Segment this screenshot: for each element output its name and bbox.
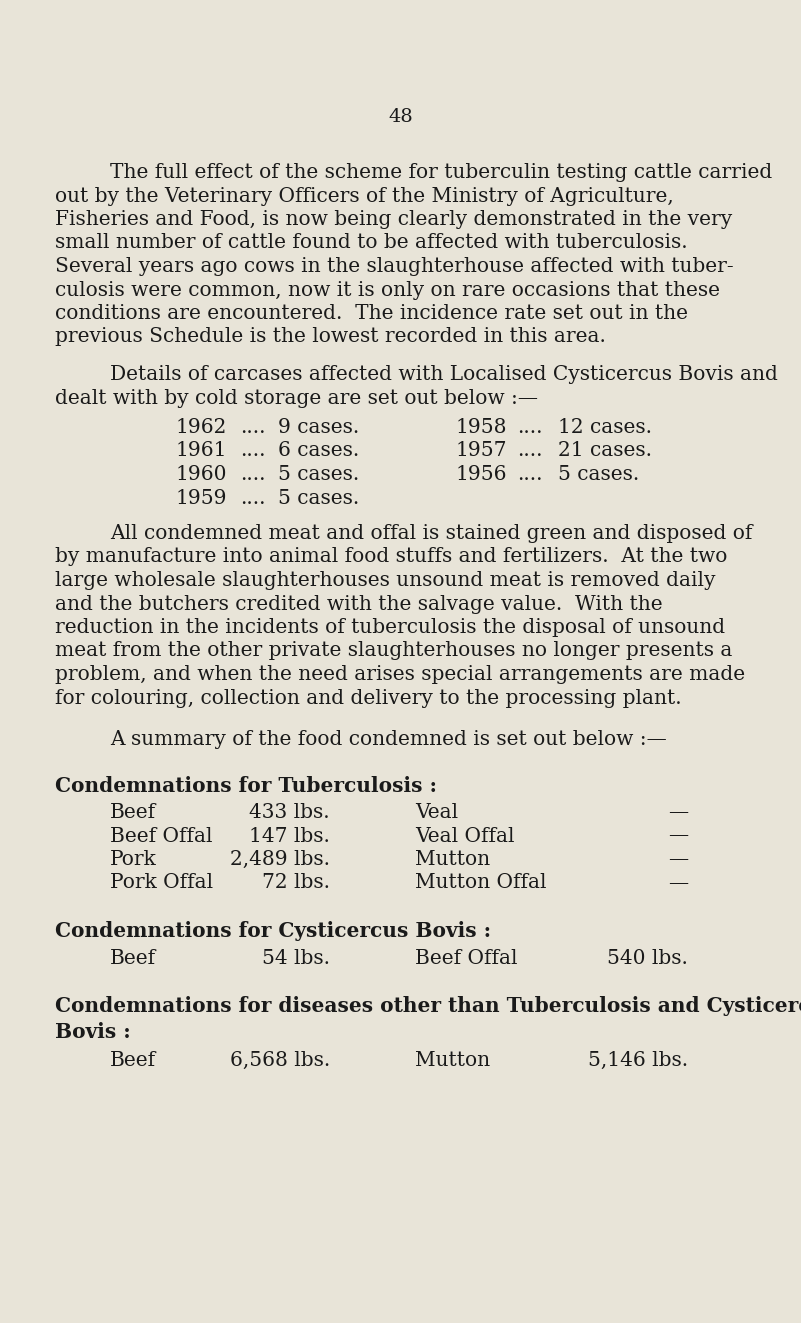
Text: Veal Offal: Veal Offal <box>415 827 514 845</box>
Text: dealt with by cold storage are set out below :—: dealt with by cold storage are set out b… <box>55 389 538 407</box>
Text: 1956: 1956 <box>455 464 506 484</box>
Text: Fisheries and Food, is now being clearly demonstrated in the very: Fisheries and Food, is now being clearly… <box>55 210 732 229</box>
Text: Beef: Beef <box>110 949 156 967</box>
Text: ....: .... <box>240 488 265 508</box>
Text: ....: .... <box>517 418 542 437</box>
Text: Mutton: Mutton <box>415 1050 490 1070</box>
Text: Condemnations for Cysticercus Bovis :: Condemnations for Cysticercus Bovis : <box>55 921 491 941</box>
Text: Beef: Beef <box>110 1050 156 1070</box>
Text: 433 lbs.: 433 lbs. <box>249 803 330 822</box>
Text: Pork: Pork <box>110 849 157 869</box>
Text: 1958: 1958 <box>455 418 506 437</box>
Text: Several years ago cows in the slaughterhouse affected with tuber-: Several years ago cows in the slaughterh… <box>55 257 734 277</box>
Text: problem, and when the need arises special arrangements are made: problem, and when the need arises specia… <box>55 665 745 684</box>
Text: ....: .... <box>517 464 542 484</box>
Text: for colouring, collection and delivery to the processing plant.: for colouring, collection and delivery t… <box>55 688 682 708</box>
Text: Bovis :: Bovis : <box>55 1021 131 1041</box>
Text: —: — <box>668 849 688 869</box>
Text: large wholesale slaughterhouses unsound meat is removed daily: large wholesale slaughterhouses unsound … <box>55 572 715 590</box>
Text: small number of cattle found to be affected with tuberculosis.: small number of cattle found to be affec… <box>55 233 687 253</box>
Text: Beef: Beef <box>110 803 156 822</box>
Text: Veal: Veal <box>415 803 458 822</box>
Text: —: — <box>668 803 688 822</box>
Text: ....: .... <box>240 442 265 460</box>
Text: culosis were common, now it is only on rare occasions that these: culosis were common, now it is only on r… <box>55 280 720 299</box>
Text: meat from the other private slaughterhouses no longer presents a: meat from the other private slaughterhou… <box>55 642 732 660</box>
Text: 6,568 lbs.: 6,568 lbs. <box>230 1050 330 1070</box>
Text: 1961: 1961 <box>175 442 227 460</box>
Text: 147 lbs.: 147 lbs. <box>249 827 330 845</box>
Text: Condemnations for diseases other than Tuberculosis and Cysticercus: Condemnations for diseases other than Tu… <box>55 996 801 1016</box>
Text: Beef Offal: Beef Offal <box>415 949 517 967</box>
Text: ....: .... <box>240 418 265 437</box>
Text: Mutton Offal: Mutton Offal <box>415 873 546 893</box>
Text: 21 cases.: 21 cases. <box>558 442 652 460</box>
Text: out by the Veterinary Officers of the Ministry of Agriculture,: out by the Veterinary Officers of the Mi… <box>55 187 674 205</box>
Text: 1962: 1962 <box>175 418 227 437</box>
Text: 1957: 1957 <box>455 442 506 460</box>
Text: 5,146 lbs.: 5,146 lbs. <box>588 1050 688 1070</box>
Text: 540 lbs.: 540 lbs. <box>607 949 688 967</box>
Text: 5 cases.: 5 cases. <box>278 488 360 508</box>
Text: conditions are encountered.  The incidence rate set out in the: conditions are encountered. The incidenc… <box>55 304 688 323</box>
Text: 1960: 1960 <box>175 464 227 484</box>
Text: and the butchers credited with the salvage value.  With the: and the butchers credited with the salva… <box>55 594 662 614</box>
Text: ....: .... <box>517 442 542 460</box>
Text: 5 cases.: 5 cases. <box>278 464 360 484</box>
Text: previous Schedule is the lowest recorded in this area.: previous Schedule is the lowest recorded… <box>55 328 606 347</box>
Text: 5 cases.: 5 cases. <box>558 464 639 484</box>
Text: Details of carcases affected with Localised Cysticercus Bovis and: Details of carcases affected with Locali… <box>110 365 778 384</box>
Text: Mutton: Mutton <box>415 849 490 869</box>
Text: All condemned meat and offal is stained green and disposed of: All condemned meat and offal is stained … <box>110 524 752 542</box>
Text: 54 lbs.: 54 lbs. <box>262 949 330 967</box>
Text: ....: .... <box>240 464 265 484</box>
Text: Pork Offal: Pork Offal <box>110 873 213 893</box>
Text: 48: 48 <box>388 108 413 126</box>
Text: Beef Offal: Beef Offal <box>110 827 212 845</box>
Text: The full effect of the scheme for tuberculin testing cattle carried: The full effect of the scheme for tuberc… <box>110 163 772 183</box>
Text: 1959: 1959 <box>175 488 227 508</box>
Text: 72 lbs.: 72 lbs. <box>262 873 330 893</box>
Text: —: — <box>668 827 688 845</box>
Text: by manufacture into animal food stuffs and fertilizers.  At the two: by manufacture into animal food stuffs a… <box>55 548 727 566</box>
Text: reduction in the incidents of tuberculosis the disposal of unsound: reduction in the incidents of tuberculos… <box>55 618 725 636</box>
Text: A summary of the food condemned is set out below :—: A summary of the food condemned is set o… <box>110 730 666 749</box>
Text: —: — <box>668 873 688 893</box>
Text: 6 cases.: 6 cases. <box>278 442 360 460</box>
Text: 12 cases.: 12 cases. <box>558 418 652 437</box>
Text: Condemnations for Tuberculosis :: Condemnations for Tuberculosis : <box>55 775 437 795</box>
Text: 2,489 lbs.: 2,489 lbs. <box>230 849 330 869</box>
Text: 9 cases.: 9 cases. <box>278 418 360 437</box>
